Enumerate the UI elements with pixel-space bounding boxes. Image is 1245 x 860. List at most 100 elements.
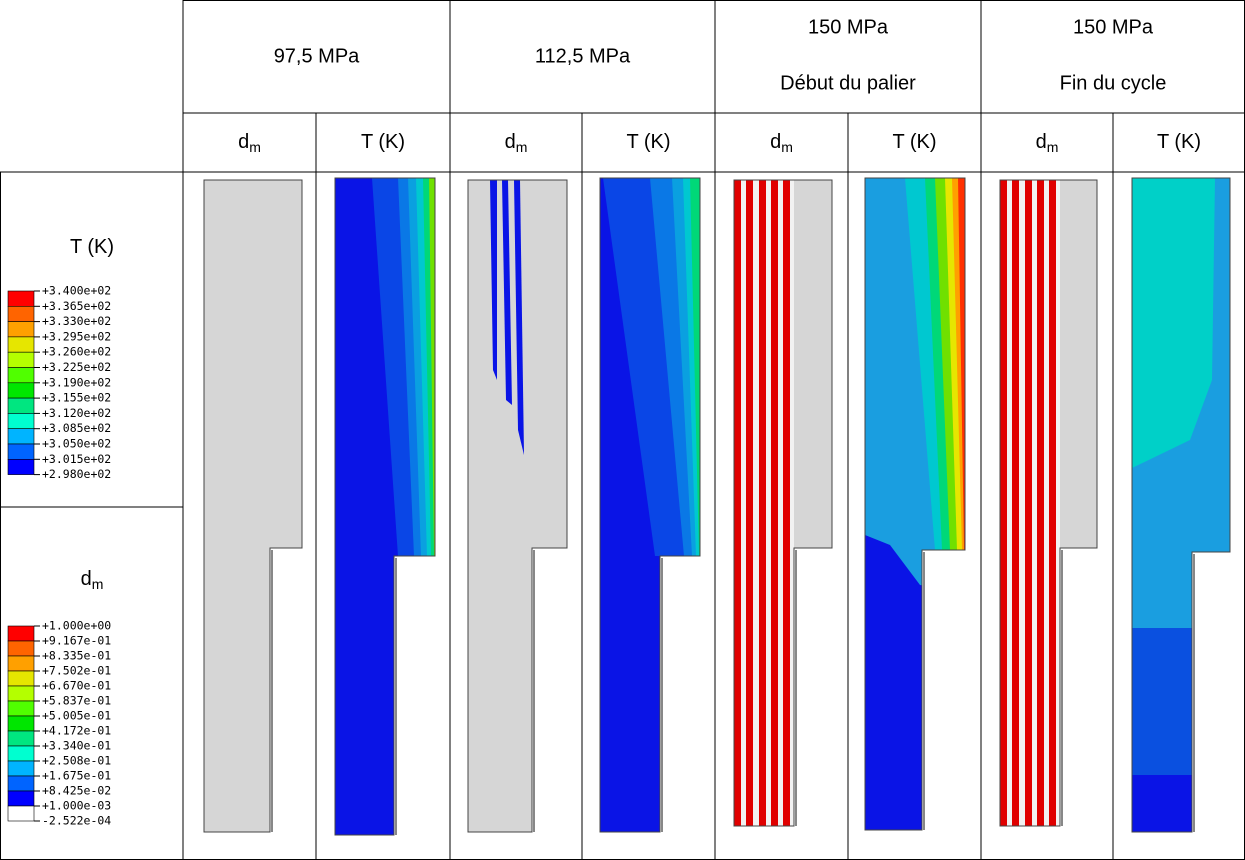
label-subscript: m (249, 139, 261, 155)
label-subscript: m (516, 139, 528, 155)
label-text: d (770, 131, 781, 153)
legend-label: +3.365e+02 (42, 299, 111, 313)
contour-band (502, 180, 512, 405)
legend-label: +3.400e+02 (42, 284, 111, 298)
contour-band (1012, 180, 1019, 826)
legend-swatch (7, 805, 35, 822)
legend-swatch (7, 685, 35, 702)
legend-label: +7.502e-01 (42, 664, 111, 678)
legend-label: +4.172e-01 (42, 724, 111, 738)
legend-label: -2.522e-04 (42, 814, 111, 828)
legend-label: +1.000e-03 (42, 799, 111, 813)
legend-label: +2.980e+02 (42, 467, 111, 481)
legend-swatch (7, 428, 35, 445)
sub-header: dm (505, 131, 528, 154)
contour-band (783, 180, 790, 826)
sub-header: dm (770, 131, 793, 154)
legend-title: T (K) (70, 236, 114, 258)
legend-swatch (7, 305, 35, 322)
specimen-outline (599, 177, 701, 833)
legend-label: +8.425e-02 (42, 784, 111, 798)
specimen-outline (203, 179, 303, 833)
legend-swatch (7, 367, 35, 384)
legend-swatch (7, 351, 35, 368)
contour-band (1000, 180, 1007, 826)
legend-label: +9.167e-01 (42, 634, 111, 648)
column-header: 97,5 MPa (274, 45, 360, 67)
column-header: 112,5 MPa (535, 45, 631, 67)
column-header: Fin du cycle (1060, 72, 1167, 94)
contour-band (1049, 180, 1056, 826)
legend-swatch (7, 321, 35, 338)
label-text: T (K) (361, 131, 405, 153)
legend-label: +3.015e+02 (42, 452, 111, 466)
legend-label: +3.225e+02 (42, 360, 111, 374)
label-subscript: m (1047, 139, 1059, 155)
specimen-outline (467, 179, 568, 833)
legend-label: +2.508e-01 (42, 754, 111, 768)
legend-swatch (7, 775, 35, 792)
contour-band (490, 180, 497, 380)
legend-label: +3.155e+02 (42, 391, 111, 405)
contour-band (771, 180, 778, 826)
label-text: T (K) (70, 236, 114, 258)
legend-label: +3.340e-01 (42, 739, 111, 753)
legend-swatch (7, 336, 35, 353)
specimen-outline (864, 177, 966, 831)
legend-swatch (7, 290, 35, 307)
contour-band (734, 180, 741, 826)
sub-header: T (K) (892, 131, 936, 153)
sub-header: dm (1036, 131, 1059, 154)
label-text: d (1036, 131, 1047, 153)
legend-swatch (7, 730, 35, 747)
legend-label: +6.670e-01 (42, 679, 111, 693)
legend-label: +3.085e+02 (42, 421, 111, 435)
contour-band (1132, 178, 1215, 468)
legend-swatch (7, 640, 35, 657)
legend-swatch (7, 458, 35, 475)
legend-label: +3.050e+02 (42, 437, 111, 451)
legend-swatch (7, 790, 35, 807)
sub-header: T (K) (1157, 131, 1201, 153)
contour-band (1025, 180, 1032, 826)
legend-swatch (7, 655, 35, 672)
specimen-outline (334, 177, 436, 836)
legend-swatch (7, 625, 35, 642)
contour-band (746, 180, 753, 826)
label-text: d (81, 568, 92, 590)
legend-swatch (7, 443, 35, 460)
specimen-outline (999, 179, 1098, 827)
column-header: 150 MPa (808, 16, 889, 38)
label-text: d (505, 131, 516, 153)
sub-header: T (K) (361, 131, 405, 153)
sub-header: T (K) (626, 131, 670, 153)
sub-header: dm (238, 131, 261, 154)
legend-swatch (7, 715, 35, 732)
contour-band (514, 180, 524, 455)
legend-label: +8.335e-01 (42, 649, 111, 663)
label-text: d (238, 131, 249, 153)
legend-label: +3.330e+02 (42, 314, 111, 328)
legend-label: +1.675e-01 (42, 769, 111, 783)
label-text: T (K) (1157, 131, 1201, 153)
legend-label: +3.295e+02 (42, 329, 111, 343)
legend-label: +3.260e+02 (42, 345, 111, 359)
contour-band (1132, 628, 1230, 775)
column-header: Début du palier (780, 72, 916, 94)
legend-swatch (7, 700, 35, 717)
label-text: T (K) (892, 131, 936, 153)
legend-label: +3.120e+02 (42, 406, 111, 420)
legend-swatch (7, 413, 35, 429)
column-header: 150 MPa (1073, 16, 1154, 38)
legend-swatch (7, 670, 35, 687)
contour-band (1037, 180, 1044, 826)
legend-swatch (7, 745, 35, 762)
label-text: T (K) (626, 131, 670, 153)
legend-swatch (7, 397, 35, 414)
legend-title: dm (81, 568, 104, 591)
label-subscript: m (92, 576, 104, 592)
legend-label: +3.190e+02 (42, 375, 111, 389)
legend-label: +5.837e-01 (42, 694, 111, 708)
legend-label: +5.005e-01 (42, 709, 111, 723)
